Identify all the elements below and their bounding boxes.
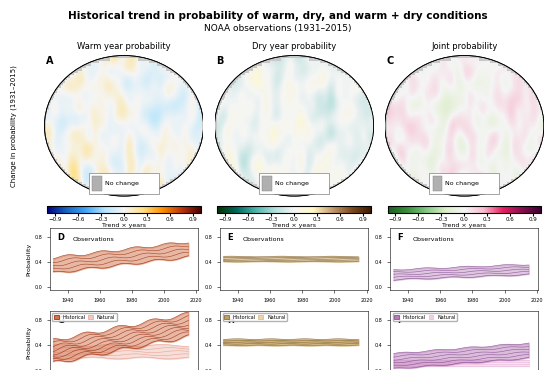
Ellipse shape: [215, 56, 374, 196]
Y-axis label: Probability: Probability: [27, 326, 32, 359]
Y-axis label: Probability: Probability: [27, 242, 32, 276]
Text: F: F: [398, 233, 403, 242]
Text: No change: No change: [275, 181, 309, 186]
FancyBboxPatch shape: [430, 173, 500, 194]
X-axis label: Trend × years: Trend × years: [442, 223, 486, 228]
FancyBboxPatch shape: [89, 173, 159, 194]
Ellipse shape: [385, 56, 544, 196]
FancyBboxPatch shape: [259, 173, 329, 194]
Legend: Historical, Natural: Historical, Natural: [223, 313, 287, 321]
Legend: Historical, Natural: Historical, Natural: [52, 313, 117, 321]
Text: Historical trend in probability of warm, dry, and warm + dry conditions: Historical trend in probability of warm,…: [68, 11, 487, 21]
Text: A: A: [46, 56, 53, 66]
Text: Observations: Observations: [72, 237, 114, 242]
Bar: [263, 176, 272, 191]
Title: Warm year probability: Warm year probability: [77, 42, 171, 51]
Legend: Historical, Natural: Historical, Natural: [393, 313, 457, 321]
Text: No change: No change: [105, 181, 139, 186]
Text: I: I: [398, 316, 401, 325]
Title: Joint probability: Joint probability: [431, 42, 497, 51]
Bar: [432, 176, 442, 191]
Text: G: G: [57, 316, 64, 325]
Text: Observations: Observations: [412, 237, 455, 242]
Text: H: H: [228, 316, 234, 325]
Ellipse shape: [44, 56, 204, 196]
X-axis label: Trend × years: Trend × years: [102, 223, 146, 228]
Text: D: D: [57, 233, 64, 242]
Title: Dry year probability: Dry year probability: [252, 42, 336, 51]
Text: Observations: Observations: [243, 237, 284, 242]
Bar: [92, 176, 102, 191]
Text: NOAA observations (1931–2015): NOAA observations (1931–2015): [204, 24, 351, 33]
Text: B: B: [216, 56, 224, 66]
X-axis label: Trend × years: Trend × years: [272, 223, 316, 228]
Text: Change in probability (1931–2015): Change in probability (1931–2015): [11, 65, 17, 187]
Text: No change: No change: [445, 181, 479, 186]
Text: C: C: [386, 56, 393, 66]
Text: E: E: [228, 233, 233, 242]
